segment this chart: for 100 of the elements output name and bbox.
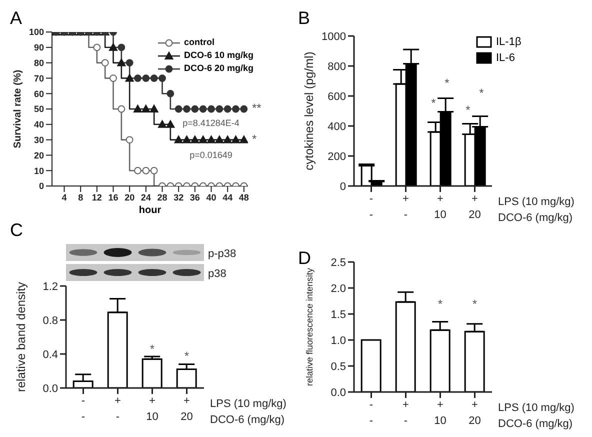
x-tick-label: + 20 (180, 395, 193, 423)
text: p-p38 (208, 248, 236, 260)
point (142, 104, 150, 112)
point (183, 105, 190, 113)
annotation: p=8.41284E-4 (182, 118, 240, 128)
y-tick-label: 80 (34, 58, 44, 68)
y-tick-label: 0 (38, 181, 44, 192)
x-tick-label: + - (402, 399, 409, 427)
y-axis-title: relative band density (14, 282, 28, 392)
x-tick-label: 8 (78, 192, 84, 202)
point (240, 136, 248, 144)
point (142, 166, 150, 174)
x-tick-label: 20 (124, 192, 135, 202)
legend-label: DCO-6 10 mg/kg (184, 49, 254, 62)
x-tick-label: 48 (238, 192, 249, 202)
point (118, 44, 126, 52)
x-tick-label: + 10 (146, 395, 158, 423)
y-axis-title: relative fluorescence intensity (304, 267, 314, 386)
point (93, 44, 101, 52)
point (125, 74, 134, 82)
y-tick-label: 1000 (322, 30, 346, 43)
point (190, 136, 200, 144)
y-tick-label: 2.0 (330, 282, 346, 295)
point (126, 136, 134, 144)
point (150, 104, 158, 112)
point (232, 105, 240, 113)
point (191, 105, 199, 113)
x-tick-label: 16 (108, 192, 118, 202)
y-tick-label: 0.5 (330, 360, 346, 373)
x-tick-label: 36 (190, 192, 200, 202)
x-tick-label: + 10 (434, 399, 446, 427)
y-tick-label: 40 (34, 120, 44, 130)
point (158, 120, 167, 128)
y-tick-label: 2.5 (330, 256, 346, 269)
point (182, 136, 192, 144)
legend-label: IL-6 (496, 51, 515, 66)
y-tick-label: 1.0 (330, 334, 346, 347)
y-tick-label: 70 (34, 73, 44, 84)
annotation: * (438, 297, 443, 311)
y-tick-label: 0.8 (42, 314, 58, 327)
text: * (252, 132, 257, 146)
point (134, 74, 142, 82)
x-tick-label: 44 (222, 192, 233, 202)
bar (142, 358, 162, 388)
y-tick-label: 600 (328, 90, 346, 103)
annotation: * (150, 342, 155, 356)
x-tick-label: - - (81, 395, 86, 423)
y-tick-label: 50 (34, 104, 44, 114)
y-tick-label: 20 (34, 150, 44, 160)
x-axis-title: hour (138, 205, 162, 216)
text: p38 (208, 268, 226, 280)
point (231, 136, 240, 144)
y-axis-title: Survival rate (%) (12, 70, 24, 148)
y-tick-label: 0.0 (330, 386, 346, 399)
legend-label: control (184, 36, 214, 49)
x-axis-title: LPS (10 mg/kg) DCO-6 (mg/kg) (498, 196, 574, 224)
x-axis-title: LPS (10 mg/kg) DCO-6 (mg/kg) (210, 398, 286, 426)
x-tick-label: 4 (62, 192, 67, 202)
point (223, 136, 232, 144)
y-tick-label: 1.5 (330, 308, 346, 321)
x-tick-label: + 20 (468, 399, 481, 427)
y-tick-label: 0.4 (42, 348, 58, 361)
point (110, 74, 117, 82)
y-tick-label: 200 (328, 150, 346, 163)
point (224, 105, 232, 113)
x-tick-label: - - (369, 399, 374, 427)
annotation: * (479, 86, 484, 100)
annotation: * (184, 349, 190, 363)
point (117, 58, 126, 66)
chart-title: C (10, 220, 23, 241)
legend-label: DCO-6 20 mg/kg (184, 62, 254, 75)
x-tick-label: 40 (206, 192, 216, 202)
point (118, 105, 126, 113)
point (150, 166, 158, 174)
x-tick-label: 12 (92, 192, 102, 202)
annotation: * (431, 96, 436, 110)
y-tick-label: 1.2 (42, 280, 58, 293)
x-tick-label: 24 (140, 192, 151, 202)
legend-label: IL-1β (496, 35, 522, 50)
point (133, 104, 142, 112)
point (208, 105, 215, 113)
point (101, 59, 109, 66)
bar (360, 339, 382, 392)
point (174, 136, 183, 144)
point (215, 136, 224, 144)
x-tick-label: 28 (157, 192, 168, 202)
y-axis-title: cytokines level (pg/ml) (302, 52, 316, 170)
x-axis-title: LPS (10 mg/kg) DCO-6 (mg/kg) (498, 402, 574, 430)
y-tick-label: 400 (328, 120, 346, 133)
x-tick-label: + 20 (468, 193, 481, 221)
point (166, 90, 174, 98)
chart-title: B (298, 8, 310, 29)
x-tick-label: + 10 (434, 193, 446, 221)
point (174, 105, 182, 113)
x-tick-label: + - (114, 395, 121, 423)
point (198, 136, 208, 144)
point (216, 105, 224, 113)
point (134, 166, 142, 174)
x-tick-label: 32 (174, 192, 184, 202)
y-tick-label: 60 (34, 88, 44, 99)
